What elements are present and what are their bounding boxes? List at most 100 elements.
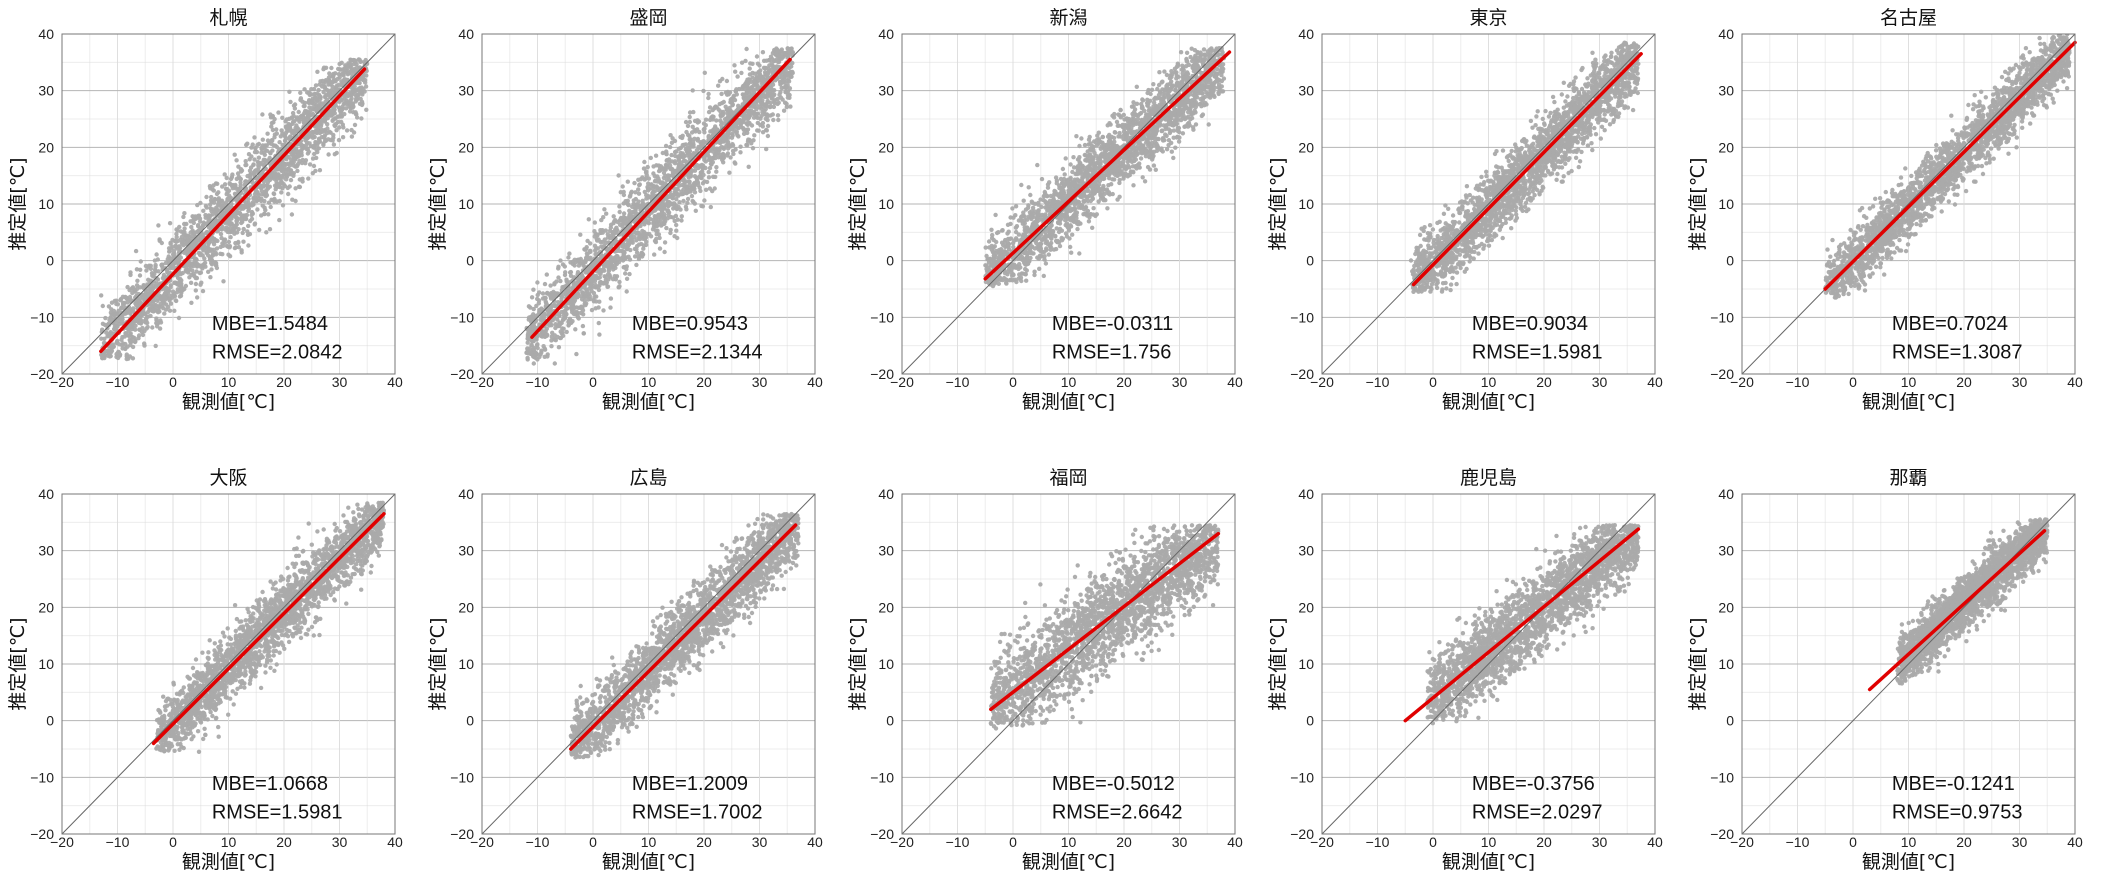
data-point: [154, 316, 159, 321]
data-point: [636, 191, 642, 196]
data-point: [128, 270, 133, 275]
data-point: [332, 152, 337, 157]
data-point: [313, 83, 319, 88]
data-point: [649, 182, 654, 187]
data-point: [588, 241, 593, 246]
data-point: [252, 221, 258, 226]
data-point: [646, 194, 651, 199]
data-point: [259, 192, 265, 197]
data-point: [133, 248, 139, 254]
data-point: [747, 110, 752, 116]
data-point: [537, 354, 542, 360]
data-point: [675, 187, 680, 192]
data-point: [776, 117, 781, 123]
data-point: [154, 252, 159, 257]
data-point: [544, 333, 549, 338]
data-point: [226, 239, 232, 245]
data-point: [606, 246, 611, 252]
data-point: [303, 158, 309, 163]
data-point: [299, 142, 304, 147]
data-point: [651, 221, 656, 226]
data-point: [359, 102, 365, 108]
data-point: [624, 289, 629, 294]
data-point: [739, 70, 744, 76]
data-point: [350, 86, 355, 92]
data-point: [170, 252, 176, 257]
data-point: [272, 135, 277, 140]
data-point: [613, 239, 618, 244]
data-point: [323, 79, 328, 84]
data-point: [177, 278, 182, 283]
data-point: [189, 300, 194, 305]
data-point: [535, 342, 540, 347]
data-point: [188, 230, 193, 235]
data-point: [767, 90, 773, 96]
data-point: [202, 260, 208, 266]
data-point: [332, 107, 337, 112]
data-point: [615, 227, 620, 233]
data-point: [784, 101, 789, 107]
data-point: [144, 268, 149, 273]
data-point: [176, 245, 182, 250]
data-point: [634, 247, 639, 252]
data-point: [236, 239, 241, 245]
data-point: [730, 148, 736, 154]
data-point: [683, 204, 689, 209]
data-point: [594, 232, 600, 237]
data-point: [310, 171, 315, 176]
data-point: [198, 270, 204, 275]
data-point: [687, 114, 692, 120]
data-point: [602, 274, 607, 279]
data-point: [186, 267, 192, 272]
data-point: [718, 114, 724, 119]
data-point: [588, 249, 593, 255]
data-point: [331, 79, 336, 84]
data-point: [123, 331, 128, 336]
data-point: [228, 235, 233, 240]
data-point: [167, 308, 173, 313]
data-point: [263, 194, 269, 199]
data-point: [140, 325, 145, 331]
data-point: [668, 133, 673, 138]
data-point: [674, 228, 679, 233]
mbe-annotation: MBE=0.9543: [632, 313, 748, 335]
data-point: [637, 182, 642, 188]
data-point: [207, 220, 212, 225]
data-point: [558, 278, 563, 284]
data-point: [617, 204, 622, 209]
data-point: [572, 263, 577, 268]
data-point: [161, 306, 166, 311]
data-point: [240, 230, 245, 236]
data-point: [130, 344, 136, 350]
data-point: [766, 66, 771, 71]
data-point: [364, 107, 369, 113]
data-point: [703, 123, 708, 128]
data-point: [110, 344, 115, 350]
data-point: [760, 120, 766, 126]
data-point: [1026, 185, 1031, 190]
data-point: [616, 173, 621, 178]
data-point: [277, 198, 282, 204]
y-tick-label: 20: [458, 139, 474, 155]
data-point: [593, 252, 598, 257]
data-point: [627, 271, 632, 277]
data-point: [174, 298, 179, 304]
data-point: [234, 210, 240, 215]
data-point: [727, 170, 732, 175]
data-point: [348, 57, 353, 62]
data-point: [348, 92, 353, 98]
data-point: [709, 129, 715, 134]
data-point: [606, 240, 611, 245]
data-point: [617, 222, 623, 227]
data-point: [346, 71, 351, 76]
data-point: [598, 249, 604, 254]
data-point: [623, 271, 628, 276]
data-point: [718, 118, 723, 123]
data-point: [170, 259, 176, 265]
data-point: [773, 52, 779, 57]
data-point: [204, 194, 209, 200]
data-point: [316, 87, 321, 93]
data-point: [699, 163, 704, 169]
data-point: [620, 244, 625, 249]
data-point: [591, 290, 597, 296]
